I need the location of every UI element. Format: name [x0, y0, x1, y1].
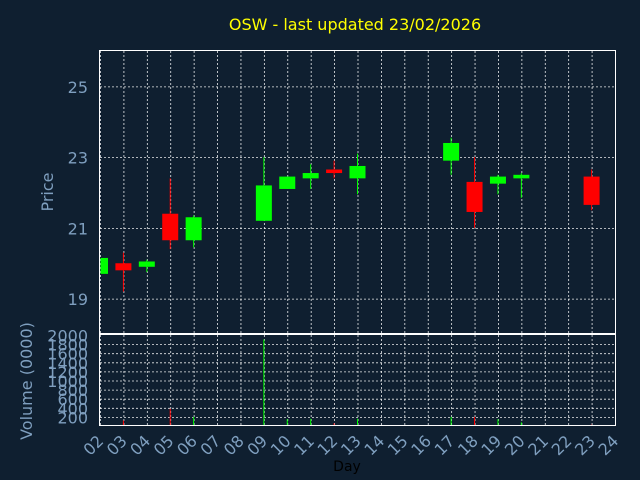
volume-bar — [122, 420, 124, 426]
candle-body — [185, 217, 202, 241]
candle — [583, 169, 600, 211]
volume-bar — [286, 419, 288, 426]
price-tick-label: 25 — [68, 78, 88, 97]
candle-body — [466, 181, 483, 212]
candle — [349, 153, 366, 195]
candle — [489, 174, 506, 195]
volume-bar — [333, 423, 335, 426]
volume-tick-label: 400 — [57, 399, 88, 418]
candle — [162, 178, 179, 250]
day-x-label: Day — [333, 459, 361, 475]
candle-body — [489, 176, 506, 184]
candle — [443, 137, 460, 175]
volume-bar — [450, 416, 452, 426]
candle-body — [162, 213, 179, 241]
candle-body — [513, 174, 530, 179]
volume-tick-label: 1400 — [47, 354, 88, 373]
volume-tick-label: 1000 — [47, 372, 88, 391]
volume-tick-label: 800 — [57, 381, 88, 400]
candle-body — [583, 176, 600, 205]
candle-body — [115, 263, 132, 271]
candle-body — [302, 173, 319, 179]
volume-bar — [169, 408, 171, 426]
volume-bar — [474, 416, 476, 426]
candle-body — [349, 165, 366, 179]
volume-tick-label: 1800 — [47, 336, 88, 355]
candle-body — [101, 257, 108, 274]
volume-tick-label: 2000 — [47, 327, 88, 346]
volume-bar — [520, 422, 522, 426]
candle — [279, 176, 296, 189]
volume-bar — [263, 339, 265, 426]
price-panel: 19 21 23 25 Price — [38, 50, 616, 334]
price-y-label: Price — [38, 172, 57, 211]
price-tick-label: 19 — [68, 290, 88, 309]
candle — [255, 157, 272, 221]
volume-tick-label: 1200 — [47, 363, 88, 382]
volume-bar — [357, 418, 358, 426]
volume-tick-label: 200 — [57, 408, 88, 427]
candle — [138, 259, 155, 273]
day-x-ticks: 0203040506070809101112131415161718192021… — [79, 431, 622, 459]
price-candles — [99, 137, 600, 292]
price-y-ticks: 19 21 23 25 — [68, 78, 88, 309]
chart-title: OSW - last updated 23/02/2026 — [229, 15, 481, 34]
volume-tick-label: 600 — [57, 390, 88, 409]
candle — [326, 160, 343, 179]
volume-bar — [497, 419, 499, 426]
candle-body — [443, 142, 460, 161]
candle-body — [326, 169, 343, 174]
volume-tick-label: 1600 — [47, 345, 88, 364]
volume-y-label: Volume (0000) — [17, 322, 36, 440]
price-frame — [99, 50, 616, 334]
day-tick-label: 24 — [594, 431, 622, 459]
candle — [513, 173, 530, 198]
candle-body — [138, 261, 155, 267]
candle-body — [255, 185, 272, 221]
volume-bar — [310, 418, 312, 426]
price-tick-label: 21 — [68, 219, 88, 238]
candle-body — [279, 176, 296, 189]
candle — [302, 164, 319, 189]
volume-bar — [193, 416, 195, 426]
volume-frame — [99, 334, 616, 426]
candle — [466, 157, 483, 228]
volume-bars — [99, 339, 593, 426]
volume-grid — [100, 335, 616, 426]
candle — [185, 215, 202, 248]
candle — [99, 257, 108, 274]
price-tick-label: 23 — [68, 149, 88, 168]
candle — [115, 252, 132, 292]
